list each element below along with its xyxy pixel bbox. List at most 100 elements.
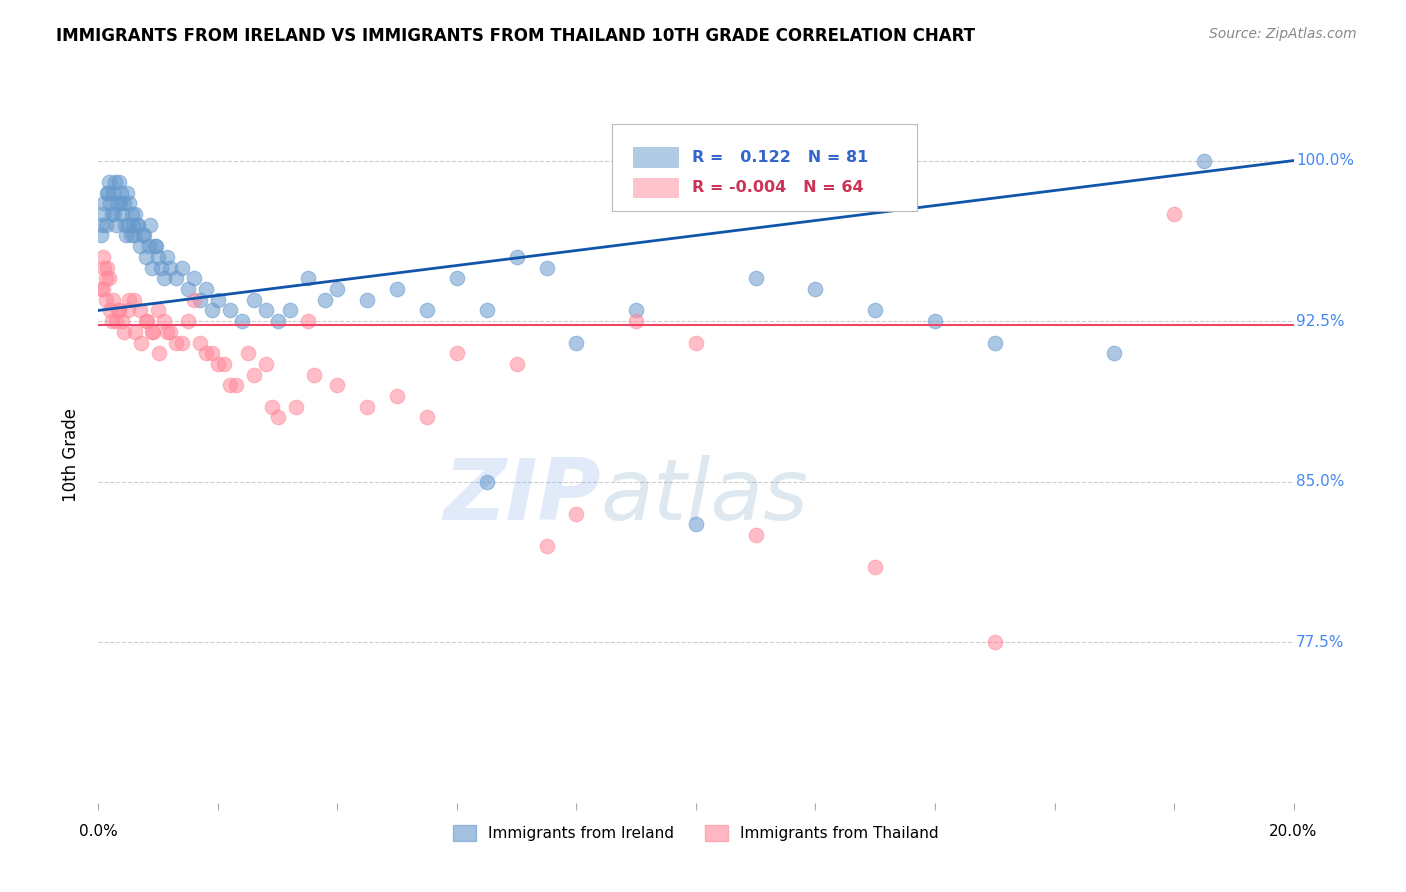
Point <box>183 293 205 307</box>
Point <box>107 196 129 211</box>
Point <box>219 303 242 318</box>
Point <box>148 303 170 318</box>
Text: Source: ZipAtlas.com: Source: ZipAtlas.com <box>1209 27 1357 41</box>
Point <box>267 410 290 425</box>
Point <box>984 635 1007 649</box>
Point <box>93 196 115 211</box>
Point <box>138 239 160 253</box>
Legend: Immigrants from Ireland, Immigrants from Thailand: Immigrants from Ireland, Immigrants from… <box>447 819 945 847</box>
Point <box>110 186 132 200</box>
Point <box>141 325 163 339</box>
Point <box>97 186 120 200</box>
Point <box>475 475 498 489</box>
Point <box>297 271 319 285</box>
Point <box>141 260 163 275</box>
Point <box>143 239 166 253</box>
Point <box>297 314 319 328</box>
Point <box>108 303 131 318</box>
Point <box>145 239 167 253</box>
Point <box>924 314 946 328</box>
Point <box>984 335 1007 350</box>
Point <box>91 282 114 296</box>
Y-axis label: 10th Grade: 10th Grade <box>62 408 80 502</box>
Point <box>96 293 118 307</box>
Point <box>536 539 558 553</box>
Text: 0.0%: 0.0% <box>79 823 118 838</box>
Point <box>1104 346 1126 360</box>
Point <box>121 207 143 221</box>
Point <box>132 228 155 243</box>
Point <box>96 260 118 275</box>
Point <box>103 293 125 307</box>
Text: 100.0%: 100.0% <box>1296 153 1354 168</box>
Point <box>212 357 235 371</box>
Point <box>100 207 122 221</box>
FancyBboxPatch shape <box>633 147 678 167</box>
Point <box>96 186 118 200</box>
Point <box>172 260 194 275</box>
Point <box>195 282 218 296</box>
Point <box>243 293 266 307</box>
Point <box>100 314 122 328</box>
Point <box>475 303 498 318</box>
Text: ZIP: ZIP <box>443 455 600 538</box>
Point <box>195 346 218 360</box>
Point <box>90 282 112 296</box>
Point <box>183 271 205 285</box>
Point <box>1192 153 1215 168</box>
Point <box>626 303 648 318</box>
Text: 77.5%: 77.5% <box>1296 635 1344 649</box>
Point <box>159 325 181 339</box>
Point <box>148 250 170 264</box>
Point <box>207 357 229 371</box>
Point <box>122 218 145 232</box>
Point <box>219 378 242 392</box>
Point <box>114 218 136 232</box>
Point <box>94 218 117 232</box>
Point <box>142 325 165 339</box>
Point <box>153 314 176 328</box>
Point <box>105 218 128 232</box>
Point <box>302 368 325 382</box>
Point <box>156 250 179 264</box>
Point <box>118 196 141 211</box>
Point <box>626 314 648 328</box>
Point <box>127 218 149 232</box>
Point <box>124 207 146 221</box>
Point <box>139 218 162 232</box>
Point <box>108 175 131 189</box>
Point <box>188 293 211 307</box>
Text: 20.0%: 20.0% <box>1270 823 1317 838</box>
Point <box>315 293 337 307</box>
Point <box>117 218 139 232</box>
Point <box>278 303 301 318</box>
Point <box>98 271 121 285</box>
Point <box>131 335 153 350</box>
Point <box>254 357 277 371</box>
Point <box>231 314 253 328</box>
Point <box>112 196 135 211</box>
Point <box>127 218 149 232</box>
Point <box>107 303 129 318</box>
Text: R = -0.004   N = 64: R = -0.004 N = 64 <box>692 180 865 195</box>
Point <box>326 378 349 392</box>
Point <box>150 260 173 275</box>
Text: R =   0.122   N = 81: R = 0.122 N = 81 <box>692 150 869 165</box>
Point <box>188 335 211 350</box>
Point <box>165 271 187 285</box>
Point <box>104 175 127 189</box>
Point <box>225 378 247 392</box>
Point <box>385 282 409 296</box>
Point <box>385 389 409 403</box>
FancyBboxPatch shape <box>613 124 917 211</box>
Text: atlas: atlas <box>600 455 808 538</box>
Point <box>416 303 439 318</box>
Point <box>135 314 157 328</box>
Point <box>1163 207 1185 221</box>
Point <box>90 228 112 243</box>
Point <box>416 410 439 425</box>
Point <box>103 207 125 221</box>
Point <box>136 314 159 328</box>
Point <box>153 271 176 285</box>
Point <box>111 314 134 328</box>
